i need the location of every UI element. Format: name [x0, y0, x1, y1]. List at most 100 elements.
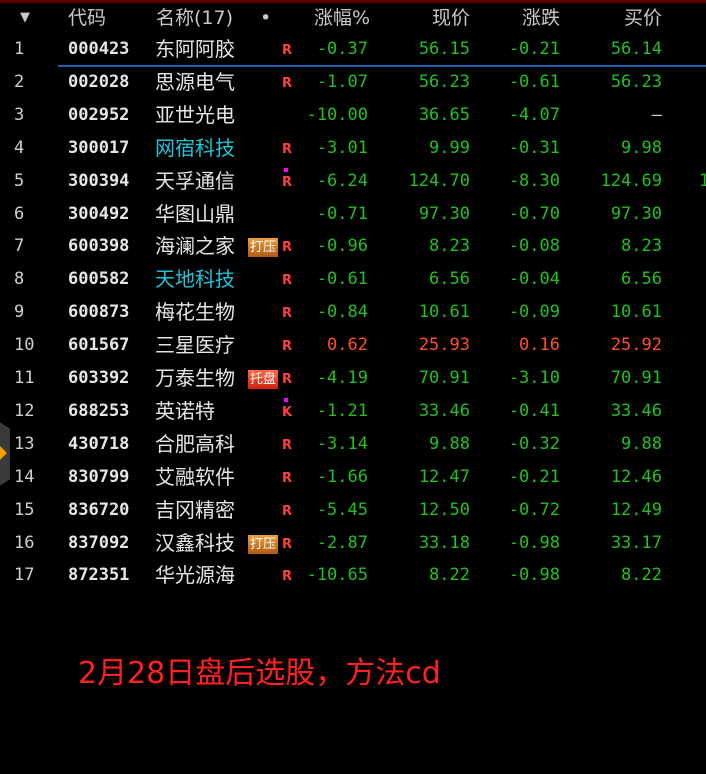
change: -0.98 — [508, 532, 560, 553]
table-row[interactable]: 10 601567 三星医疗 R 0.62 25.93 0.16 25.92 — [0, 329, 706, 362]
row-index: 7 — [14, 236, 25, 257]
bid-price: 10.61 — [610, 302, 662, 323]
stock-code: 688253 — [68, 400, 130, 421]
expand-arrow-icon[interactable] — [0, 446, 7, 460]
row-index: 17 — [14, 565, 35, 586]
price: 6.56 — [429, 269, 470, 290]
table-row[interactable]: 5 300394 天孚通信 R -6.24 124.70 -8.30 124.69 1 — [0, 165, 706, 198]
stock-code: 601567 — [68, 335, 130, 356]
change: 0.16 — [519, 335, 560, 356]
change-pct: -0.37 — [316, 39, 368, 59]
stock-name: 网宿科技 — [155, 135, 235, 160]
price: 8.22 — [429, 565, 470, 586]
clipped-column-value: 1 — [699, 170, 706, 191]
row-index: 2 — [14, 71, 25, 92]
price: 56.23 — [418, 71, 470, 92]
stock-code: 300492 — [68, 203, 130, 224]
table-row[interactable]: 16 837092 汉鑫科技 打压 R -2.87 33.18 -0.98 33.17 — [0, 527, 706, 560]
table-row[interactable]: 12 688253 英诺特 K -1.21 33.46 -0.41 33.46 — [0, 395, 706, 428]
stock-name: 吉冈精密 — [155, 497, 235, 522]
row-index: 12 — [14, 400, 35, 421]
change-pct: -1.21 — [316, 400, 368, 421]
stock-code: 600398 — [68, 236, 130, 257]
row-index: 16 — [14, 532, 35, 553]
change: -0.70 — [508, 203, 560, 224]
header-change-pct[interactable]: 涨幅% — [313, 7, 370, 29]
bid-price: 56.23 — [610, 71, 662, 92]
stock-name: 汉鑫科技 — [155, 530, 235, 555]
price: 56.15 — [418, 39, 470, 59]
table-row[interactable]: 14 830799 艾融软件 R -1.66 12.47 -0.21 12.46 — [0, 461, 706, 494]
header-bid[interactable]: 买价 — [623, 7, 662, 29]
stock-name: 天地科技 — [155, 267, 235, 292]
table-row[interactable]: 7 600398 海澜之家 打压 R -0.96 8.23 -0.08 8.23 — [0, 230, 706, 263]
table-row[interactable]: 11 603392 万泰生物 托盘 R -4.19 70.91 -3.10 70.91 — [0, 362, 706, 395]
annotation-text: 2月28日盘后选股，方法cd — [78, 656, 441, 691]
change-pct: 0.62 — [327, 335, 368, 356]
stock-name: 东阿阿胶 — [155, 37, 235, 61]
bid-price: — — [651, 104, 662, 125]
table-row[interactable]: 8 600582 天地科技 R -0.61 6.56 -0.04 6.56 — [0, 263, 706, 296]
table-row[interactable]: 3 002952 亚世光电 -10.00 36.65 -4.07 — — [0, 99, 706, 132]
stock-name: 海澜之家 — [155, 234, 235, 259]
header-name[interactable]: 名称(17) — [156, 7, 234, 29]
bid-price: 56.14 — [610, 39, 662, 59]
table-row[interactable]: 15 836720 吉冈精密 R -5.45 12.50 -0.72 12.49 — [0, 494, 706, 527]
selection-line — [58, 65, 706, 67]
price: 9.99 — [429, 137, 470, 158]
row-index: 13 — [14, 433, 35, 454]
change-pct: -1.66 — [316, 466, 368, 487]
stock-name: 万泰生物 — [155, 366, 235, 390]
table-row[interactable]: 4 300017 网宿科技 R -3.01 9.99 -0.31 9.98 — [0, 132, 706, 165]
table-row[interactable]: 2 002028 思源电气 R -1.07 56.23 -0.61 56.23 — [0, 66, 706, 99]
change-pct: -3.01 — [316, 137, 368, 158]
header-change[interactable]: 涨跌 — [521, 7, 560, 29]
sort-triangle-down-icon[interactable]: ▼ — [20, 10, 30, 25]
mark-badge: R — [282, 339, 293, 355]
stock-code: 830799 — [68, 466, 130, 487]
bid-price: 9.88 — [621, 433, 662, 454]
top-border — [0, 0, 706, 3]
change-pct: -0.96 — [316, 236, 368, 257]
stock-code: 603392 — [68, 368, 130, 388]
bid-price: 33.17 — [610, 532, 662, 553]
row-index: 8 — [14, 269, 25, 290]
price: 33.18 — [418, 532, 470, 553]
signal-tag: 托盘 — [248, 370, 279, 389]
table-row[interactable]: 1 000423 东阿阿胶 R -0.37 56.15 -0.21 56.14 — [0, 33, 706, 66]
row-index: 10 — [14, 335, 35, 356]
marker-dot-icon — [284, 397, 288, 402]
row-index: 11 — [14, 368, 35, 388]
table-row[interactable]: 9 600873 梅花生物 R -0.84 10.61 -0.09 10.61 — [0, 296, 706, 329]
price: 97.30 — [418, 203, 470, 224]
table-row[interactable]: 6 300492 华图山鼎 -0.71 97.30 -0.70 97.30 — [0, 198, 706, 231]
price: 33.46 — [418, 400, 470, 421]
price: 9.88 — [429, 433, 470, 454]
change: -0.08 — [508, 236, 560, 257]
stock-code: 430718 — [68, 433, 130, 454]
row-index: 5 — [14, 170, 25, 191]
price: 8.23 — [429, 236, 470, 257]
stock-code: 300394 — [68, 170, 130, 191]
stock-name: 天孚通信 — [155, 168, 235, 193]
header-code[interactable]: 代码 — [68, 7, 107, 29]
table-row[interactable]: 17 872351 华光源海 R -10.65 8.22 -0.98 8.22 — [0, 559, 706, 592]
bid-price: 9.98 — [621, 137, 662, 158]
price: 10.61 — [418, 302, 470, 323]
change-pct: -0.61 — [316, 269, 368, 290]
stock-name: 华图山鼎 — [155, 201, 235, 226]
change: -8.30 — [508, 170, 560, 191]
change: -0.98 — [508, 565, 560, 586]
change-pct: -10.65 — [306, 565, 368, 586]
price: 36.65 — [418, 104, 470, 125]
row-index: 15 — [14, 499, 35, 520]
change: -0.04 — [508, 269, 560, 290]
stock-code: 600582 — [68, 269, 130, 290]
mark-badge: R — [282, 43, 293, 58]
table-row[interactable]: 13 430718 合肥高科 R -3.14 9.88 -0.32 9.88 — [0, 428, 706, 461]
mark-badge: R — [282, 306, 293, 322]
change-pct: -0.84 — [316, 302, 368, 323]
header-price[interactable]: 现价 — [431, 7, 470, 29]
bid-price: 25.92 — [610, 335, 662, 356]
price: 12.47 — [418, 466, 470, 487]
